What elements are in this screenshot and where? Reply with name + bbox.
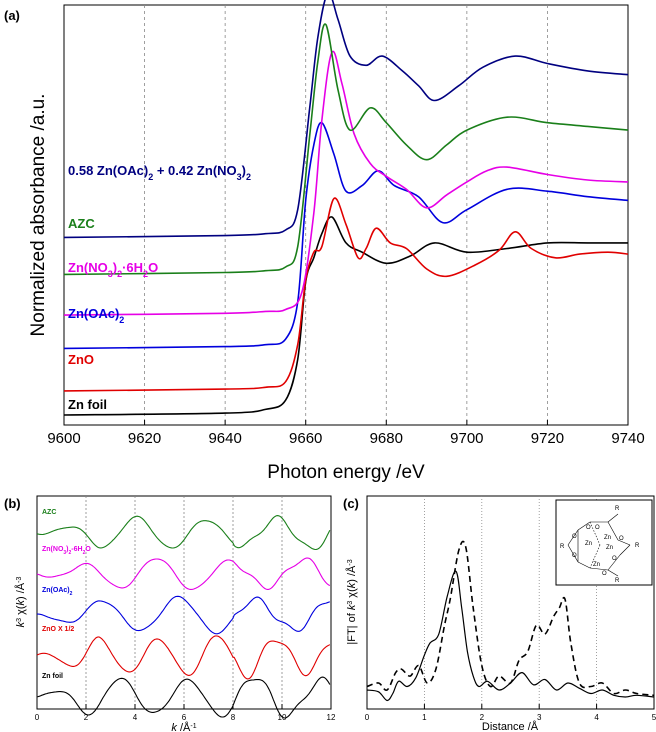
panel-c-label: (c): [343, 496, 359, 511]
molecule-inset: R Zn Zn Zn R R Zn R O O O O O O O: [555, 499, 653, 586]
panel-b-x-axis-label: k /Å-1: [171, 721, 196, 732]
panel-b-tick-label: 6: [182, 713, 187, 722]
inset-atom-o-5: O: [619, 536, 624, 542]
panel-a-series-line-3: [63, 50, 629, 316]
panel-b-grid: [85, 496, 283, 709]
panel-b-series-line-4: [36, 515, 331, 551]
panel-c-series-line-1: [366, 540, 655, 697]
panel-a-tick-label: 9640: [208, 430, 241, 447]
panel-b-series: [36, 515, 331, 719]
panel-a-label: (a): [4, 8, 20, 23]
panel-b-tick-label: 8: [231, 713, 236, 722]
panel-c-x-ticks: 0 1 2 3 4 5: [365, 704, 656, 722]
panel-a: 9600 9620 9640 9660 9680 9700 9720 9740 (a) Pho…: [4, 0, 645, 483]
panel-c-x-axis-label: Distance /Å: [482, 720, 539, 732]
legend-b-zn-nitrate: Zn(NO3)2-6H2O: [42, 546, 91, 556]
panel-b-tick-label: 2: [84, 713, 89, 722]
inset-atom-r-right: R: [635, 543, 640, 549]
legend-b-zno: ZnO X 1/2: [42, 626, 74, 633]
legend-b-azc: AZC: [42, 509, 56, 516]
panel-b: 0 2 4 6 8 10 12 (b) k /Å-1 k3 χ(k) /Å-3 AZC Zn…: [4, 495, 336, 732]
panel-c-series: [366, 540, 655, 702]
inset-atom-r-left: R: [560, 544, 565, 550]
inset-atom-o-4: O: [572, 553, 577, 559]
panel-c-tick-label: 3: [537, 713, 542, 722]
panel-c-tick-label: 2: [480, 713, 485, 722]
panel-b-series-line-0: [36, 676, 331, 719]
legend-b-zn-foil: Zn foil: [42, 673, 63, 680]
inset-atom-o-7: O: [612, 556, 617, 562]
legend-b-zn-acetate: Zn(OAc)2: [42, 587, 73, 597]
inset-atom-zn-top: Zn: [604, 535, 611, 541]
panel-a-grid: [144, 5, 548, 425]
panel-c-y-axis-label: |FT| of k3 χ(k) /Å-3: [345, 559, 358, 644]
inset-atom-zn-bottom: Zn: [593, 562, 600, 568]
panel-c-series-line-0: [366, 570, 655, 702]
panel-a-series-line-5: [63, 0, 629, 239]
panel-a-x-ticks: 9600 9620 9640 9660 9680 9700 9720 9740: [47, 420, 645, 447]
inset-atom-zn-left: Zn: [585, 541, 592, 547]
inset-atom-r-top: R: [615, 506, 620, 512]
panel-a-x-axis-label: Photon energy /eV: [267, 462, 425, 483]
panel-a-tick-label: 9660: [289, 430, 322, 447]
legend-a-zn-foil: Zn foil: [68, 397, 107, 412]
panel-c-tick-label: 1: [422, 713, 427, 722]
panel-a-frame: [63, 4, 629, 426]
panel-a-series: [63, 0, 629, 416]
legend-a-azc: AZC: [68, 216, 95, 231]
inset-atom-r-bottom: R: [615, 578, 620, 584]
panel-a-y-axis-label: Normalized absorbance /a.u.: [28, 94, 49, 337]
panel-c-grid: [423, 496, 597, 709]
legend-a-zno: ZnO: [68, 352, 94, 367]
panel-b-series-line-2: [37, 595, 331, 635]
inset-atom-o-2: O: [595, 525, 600, 531]
panel-a-tick-label: 9700: [450, 430, 483, 447]
panel-b-label: (b): [4, 496, 21, 511]
inset-atom-o-1: O: [586, 525, 591, 531]
panel-c-tick-label: 4: [594, 713, 599, 722]
panel-b-tick-label: 12: [327, 713, 336, 722]
panel-c-tick-label: 0: [365, 713, 370, 722]
panel-b-tick-label: 4: [133, 713, 138, 722]
panel-a-tick-label: 9680: [370, 430, 403, 447]
panel-b-series-line-3: [36, 557, 331, 590]
legend-a-zn-nitrate: Zn(NO3)2·6H2O: [68, 260, 158, 279]
panel-b-y-axis-label: k3 χ(k) /Å-3: [14, 577, 27, 628]
panel-c-frame: [366, 495, 655, 710]
panel-a-series-line-1: [63, 197, 629, 392]
panel-a-tick-label: 9740: [611, 430, 644, 447]
panel-b-series-line-1: [36, 635, 331, 680]
inset-atom-o-6: O: [602, 571, 607, 577]
panel-c-tick-label: 5: [652, 713, 656, 722]
inset-atom-zn-mid: Zn: [606, 545, 613, 551]
inset-atom-o-3: O: [572, 534, 577, 540]
panel-a-tick-label: 9620: [128, 430, 161, 447]
panel-b-tick-label: 0: [35, 713, 40, 722]
legend-a-zn-acetate: Zn(OAc)2: [68, 306, 124, 325]
panel-a-tick-label: 9600: [47, 430, 80, 447]
panel-c: 0 1 2 3 4 5 (c) Distance /Å |FT| of k3 χ(k) /…: [343, 495, 656, 732]
panel-a-series-line-0: [63, 216, 628, 416]
panel-a-tick-label: 9720: [531, 430, 564, 447]
legend-a-mixture: 0.58 Zn(OAc)2 + 0.42 Zn(NO3)2: [68, 163, 251, 182]
panel-a-series-line-2: [63, 121, 629, 350]
panel-a-series-line-4: [63, 23, 629, 276]
